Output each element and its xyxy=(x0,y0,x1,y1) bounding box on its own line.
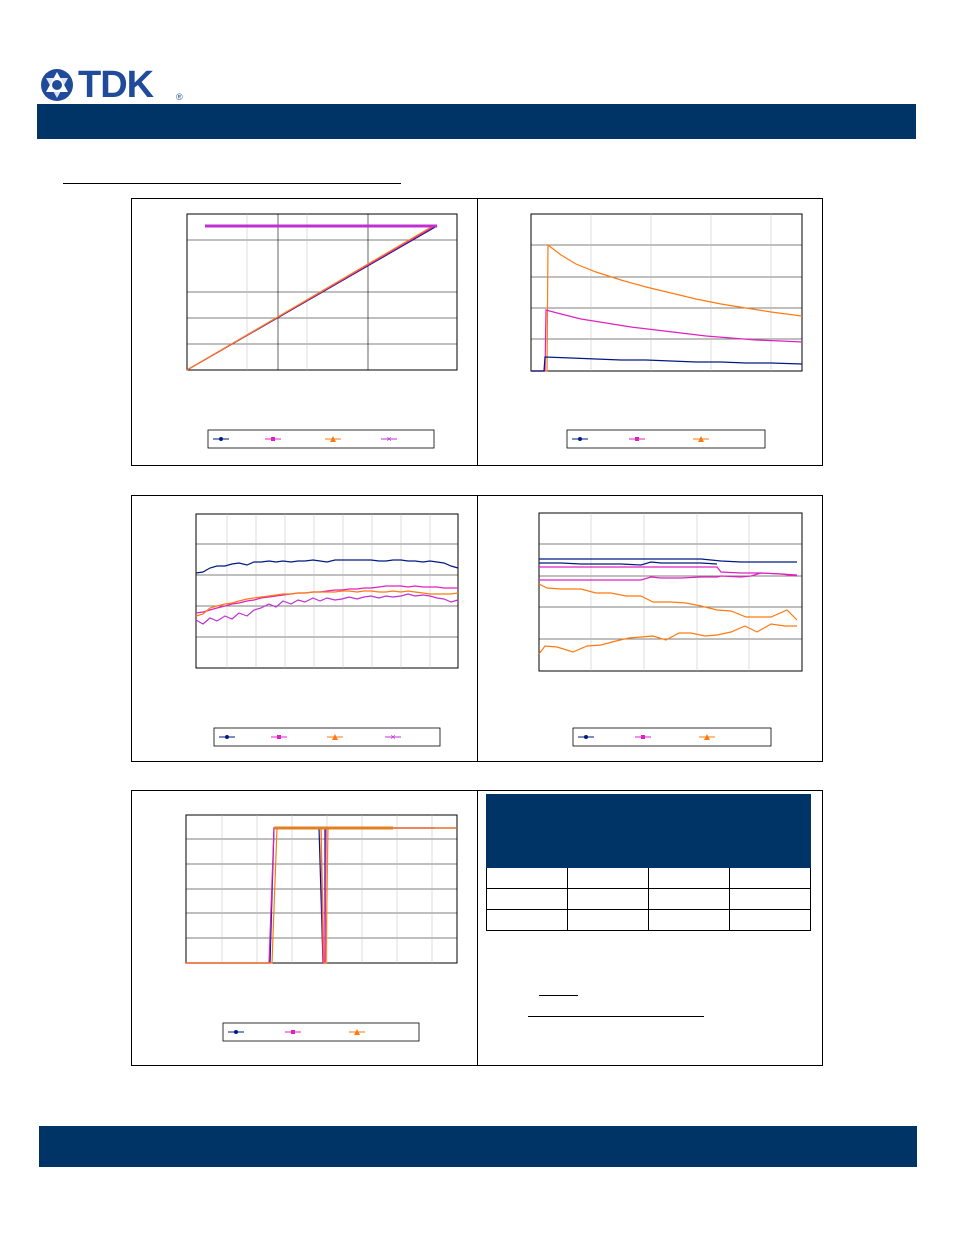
registered-mark: ® xyxy=(176,92,183,102)
chart-1-plot-frame xyxy=(186,213,458,371)
panel-divider-middle xyxy=(477,495,478,762)
table-row xyxy=(486,909,811,931)
chart-5-series-navy xyxy=(186,827,457,964)
chart-5-legend xyxy=(222,1022,420,1042)
chart-3-legend-markers: × xyxy=(219,732,401,742)
table-row xyxy=(486,867,811,889)
chart-2 xyxy=(530,213,803,449)
data-table xyxy=(486,794,811,931)
chart-2-series-orange xyxy=(531,243,803,372)
logo-text: TDK xyxy=(78,64,154,106)
table-row xyxy=(486,888,811,910)
tdk-logo-emblem-icon xyxy=(41,69,73,101)
chart-5 xyxy=(185,814,458,1042)
chart-4 xyxy=(538,512,803,747)
table-header-row xyxy=(486,794,811,868)
svg-text:×: × xyxy=(390,732,395,742)
chart-3-series-navy xyxy=(195,559,459,574)
chart-4-series-magenta-b xyxy=(539,572,798,581)
chart-4-plot-frame xyxy=(538,512,803,672)
chart-2-plot-frame xyxy=(530,213,803,372)
table-header-cell xyxy=(486,794,568,868)
footer-band xyxy=(39,1126,917,1167)
chart-4-series-magenta-a xyxy=(539,566,798,576)
chart-4-series-navy-a xyxy=(539,558,797,563)
table-header-cell xyxy=(567,794,649,868)
panel-divider-top xyxy=(477,198,478,466)
header-band xyxy=(37,104,916,139)
section-title-underline xyxy=(63,183,401,184)
chart-1-series-orange xyxy=(186,225,434,371)
chart-1: × xyxy=(186,213,458,449)
chart-3-series-orange xyxy=(195,590,459,617)
chart-3-series-magenta xyxy=(195,585,458,614)
table-header-cell xyxy=(729,794,811,868)
note-underline-long xyxy=(528,1016,704,1017)
note-underline-short xyxy=(539,995,578,996)
chart-2-legend xyxy=(566,429,766,449)
chart-5-legend-markers xyxy=(228,1029,365,1035)
chart-1-legend-markers: × xyxy=(213,434,397,444)
chart-1-legend xyxy=(207,429,435,449)
chart-4-legend xyxy=(572,727,772,747)
chart-3-plot-frame xyxy=(195,513,459,669)
chart-5-series-orange xyxy=(186,827,457,964)
chart-4-series-navy-b xyxy=(539,561,718,566)
panel-divider-bottom xyxy=(477,790,478,1066)
chart-3: × xyxy=(195,513,459,747)
chart-3-series-purple xyxy=(195,593,459,625)
chart-2-series-navy xyxy=(531,356,803,372)
chart-2-legend-markers xyxy=(572,436,709,442)
chart-4-legend-markers xyxy=(578,734,715,740)
tdk-logo: TDK ® xyxy=(40,64,190,106)
chart-4-series-orange-a xyxy=(538,583,798,621)
table-header-cell xyxy=(648,794,730,868)
chart-5-series-magenta xyxy=(186,827,435,964)
svg-text:×: × xyxy=(386,434,391,444)
chart-2-series-magenta xyxy=(531,309,803,372)
chart-4-series-orange-b xyxy=(538,623,797,655)
